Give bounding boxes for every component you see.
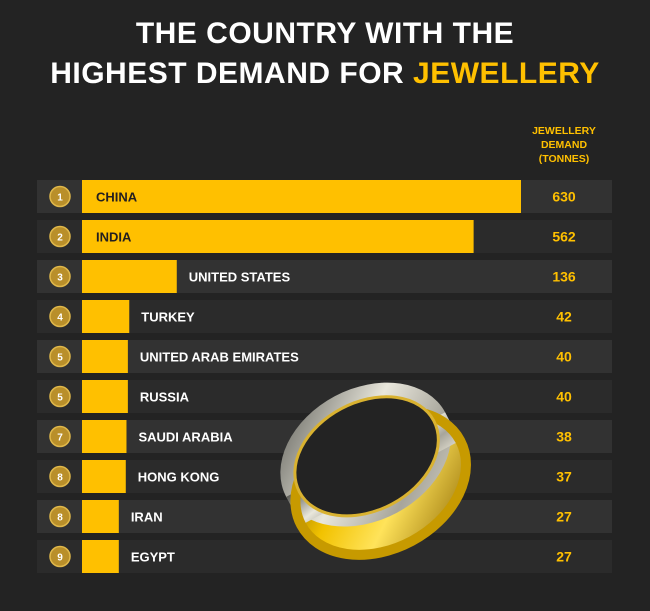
value-header-line-3: (TONNES) [538,153,590,165]
rank-medal [49,185,71,208]
ring-illustration [280,382,471,560]
bar [82,220,474,253]
category-label: EGYPT [131,550,175,565]
value-column-header: JEWELLERY DEMAND (TONNES) [531,124,597,166]
title-line-2: HIGHEST DEMAND FOR JEWELLERY [0,54,650,94]
table-row [37,300,612,333]
bar [82,260,177,293]
bar [82,540,119,573]
rank-label: 2 [57,233,63,244]
value-label: 40 [556,389,572,405]
value-header-line-2: DEMAND [540,139,588,151]
value-label: 37 [556,469,572,485]
rank-label: 1 [57,193,63,204]
bar [82,500,119,533]
title-line-2-prefix: HIGHEST DEMAND FOR [50,57,414,90]
category-label: TURKEY [141,310,195,325]
category-label: RUSSIA [140,390,190,405]
rank-medal [49,225,71,248]
title-accent-word: JEWELLERY [413,57,600,90]
table-row [37,340,612,373]
value-label: 136 [552,269,576,285]
category-label: IRAN [131,510,163,525]
rank-medal [49,305,71,328]
rank-label: 8 [57,473,63,484]
rank-label: 5 [57,393,63,404]
category-label: INDIA [96,230,132,245]
rank-label: 8 [57,513,63,524]
rank-label: 7 [57,433,63,444]
bar [82,180,521,213]
value-label: 42 [556,309,572,325]
rank-medal [49,265,71,288]
bar [82,300,130,333]
category-label: UNITED STATES [189,270,291,285]
category-label: HONG KONG [138,470,220,485]
rank-label: 9 [57,553,63,564]
rank-label: 3 [57,273,63,284]
category-label: SAUDI ARABIA [138,430,233,445]
chart-title: THE COUNTRY WITH THE HIGHEST DEMAND FOR … [0,14,650,94]
value-header-line-1: JEWELLERY [532,125,596,137]
value-label: 38 [556,429,572,445]
rank-medal [49,425,71,448]
rank-medal [49,545,71,568]
value-label: 630 [552,189,576,205]
value-label: 40 [556,349,572,365]
title-line-1: THE COUNTRY WITH THE [135,17,515,50]
bar [82,460,126,493]
rank-medal [49,345,71,368]
value-label: 562 [552,229,576,245]
bar [82,380,128,413]
category-label: UNITED ARAB EMIRATES [140,350,299,365]
bar [82,340,128,373]
rank-medal [49,385,71,408]
value-label: 27 [556,509,572,525]
rank-medal [49,465,71,488]
value-label: 27 [556,549,572,565]
rank-label: 4 [57,313,63,324]
category-label: CHINA [96,190,138,205]
rank-medal [49,505,71,528]
rank-label: 5 [57,353,63,364]
bar [82,420,127,453]
